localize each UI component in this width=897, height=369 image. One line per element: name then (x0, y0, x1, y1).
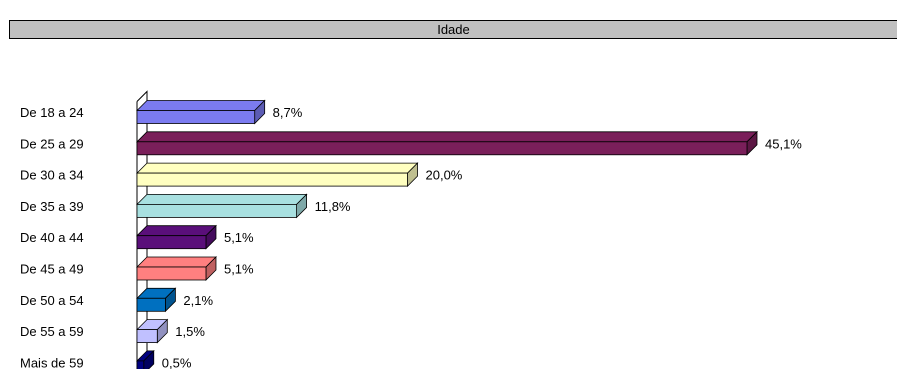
bar-front-face (136, 329, 158, 344)
category-label: De 45 a 49 (20, 262, 84, 277)
category-label: De 35 a 39 (20, 199, 84, 214)
data-label: 45,1% (765, 136, 802, 151)
bar-front-face (136, 203, 298, 218)
bar (136, 162, 419, 188)
data-label: 5,1% (224, 230, 254, 245)
data-label: 5,1% (224, 262, 254, 277)
bar-top-face (136, 193, 308, 205)
bar-front-face (136, 297, 166, 312)
bar (136, 130, 758, 156)
bar-front-face (136, 141, 748, 156)
category-label: Mais de 59 (20, 355, 84, 369)
bar (136, 318, 169, 344)
data-label: 2,1% (183, 293, 213, 308)
data-label: 8,7% (273, 105, 303, 120)
chart-title: Idade (9, 20, 897, 39)
category-label: De 55 a 59 (20, 324, 84, 339)
bar-top-face (136, 100, 266, 111)
bar-top-face (136, 162, 419, 174)
bar-front-face (136, 360, 145, 369)
data-label: 1,5% (175, 324, 205, 339)
data-label: 11,8% (315, 199, 351, 214)
bar-top-face (136, 256, 217, 268)
bar-side-face (143, 349, 155, 369)
category-label: De 40 a 44 (20, 230, 84, 245)
category-label: De 50 a 54 (20, 293, 84, 308)
data-label: 20,0% (426, 168, 463, 183)
bar (136, 287, 177, 313)
category-label: De 18 a 24 (20, 105, 84, 120)
bar-front-face (136, 266, 207, 281)
bar-front-face (136, 172, 408, 187)
bar-top-face (136, 131, 758, 143)
bar-front-face (136, 235, 207, 250)
bar (136, 224, 217, 250)
bar (136, 256, 217, 281)
data-label: 0,5% (162, 355, 192, 369)
bar (136, 99, 266, 125)
bar (136, 193, 308, 219)
category-label: De 30 a 34 (20, 168, 84, 183)
bar (136, 349, 155, 369)
bar-top-face (136, 225, 217, 237)
category-label: De 25 a 29 (20, 136, 84, 151)
bar-front-face (136, 110, 256, 124)
